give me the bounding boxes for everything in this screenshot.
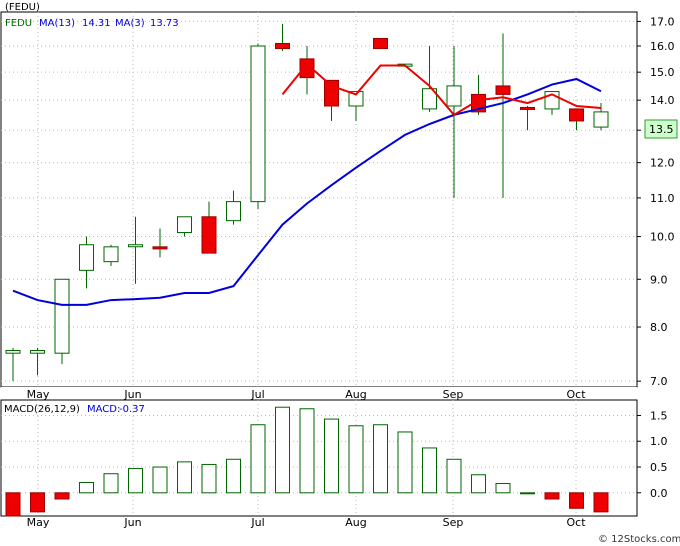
price-tick-label: 14.0	[650, 94, 675, 107]
price-tick-label: 17.0	[650, 15, 675, 28]
ma3-legend-label: MA(3)	[115, 18, 145, 29]
candle-body	[373, 37, 388, 50]
macd-x-axis: May Jun Jul Aug Sep Oct	[27, 516, 587, 529]
price-series	[5, 23, 609, 382]
price-x-tick-label: Oct	[566, 388, 586, 401]
ma13-legend-label: MA(13)	[39, 18, 75, 29]
macd-bar	[177, 461, 192, 494]
macd-x-tick-label: Jul	[250, 516, 264, 529]
price-tick-label: 15.0	[650, 66, 675, 79]
candle-body	[103, 246, 119, 263]
price-x-tick-label: Jun	[123, 388, 141, 401]
price-tick-label: 7.0	[650, 375, 668, 388]
candle-body	[30, 350, 45, 354]
macd-bar	[201, 463, 217, 494]
ma3-line	[281, 62, 602, 117]
macd-bar	[324, 418, 339, 494]
macd-bar	[54, 492, 70, 500]
ma3-legend-value: 13.73	[150, 18, 179, 29]
x-axis-band	[1, 387, 637, 401]
macd-x-tick-label: May	[27, 516, 50, 529]
macd-bar	[79, 481, 94, 494]
candle-body	[201, 216, 217, 254]
macd-bar	[226, 458, 241, 494]
macd-bar	[569, 492, 584, 509]
price-tick-label: 10.0	[650, 231, 675, 244]
macd-legend-label: MACD(26,12,9)	[4, 404, 80, 415]
macd-legend-macd-value: -0.37	[119, 404, 145, 415]
candle-body	[299, 58, 315, 79]
macd-bar	[103, 473, 119, 494]
macd-y-axis: 1.5 1.0 0.5 0.0	[637, 409, 668, 500]
macd-bar	[422, 447, 437, 494]
price-x-tick-label: Jul	[250, 388, 264, 401]
candle-body	[593, 111, 609, 128]
macd-bar	[348, 425, 364, 494]
price-tick-label: 11.0	[650, 192, 675, 205]
macd-bar	[471, 474, 486, 494]
ma13-line	[12, 77, 602, 306]
candle-body	[128, 244, 143, 248]
macd-legend-macd-label: MACD:	[87, 404, 120, 415]
candle-body	[79, 244, 94, 271]
ma13-legend-value: 14.31	[82, 18, 111, 29]
macd-bar	[5, 492, 21, 517]
last-price-label: 13.5	[649, 123, 674, 136]
macd-bar	[495, 483, 511, 494]
macd-bar	[520, 492, 535, 495]
price-x-axis: May Jun Jul Aug Sep Oct	[27, 388, 587, 401]
candle-body	[250, 45, 266, 203]
macd-tick-label: 1.0	[650, 435, 668, 448]
candle-body	[5, 350, 21, 354]
candle-body	[54, 278, 70, 354]
macd-bar	[446, 458, 462, 494]
price-x-tick-label: Aug	[345, 388, 366, 401]
macd-bar	[250, 424, 266, 494]
candle-body	[520, 106, 535, 110]
price-x-tick-label: Sep	[443, 388, 464, 401]
macd-tick-label: 0.5	[650, 461, 668, 474]
macd-x-tick-label: Oct	[566, 516, 586, 529]
macd-bar	[30, 492, 45, 513]
price-tick-label: 16.0	[650, 40, 675, 53]
candle-body	[177, 216, 192, 234]
candle-body	[324, 79, 339, 107]
candle-body	[226, 201, 241, 222]
watermark: © 12Stocks.com	[598, 534, 680, 545]
macd-bar	[128, 468, 143, 494]
macd-bar	[299, 408, 315, 494]
macd-bar	[152, 466, 168, 494]
price-tick-label: 8.0	[650, 321, 668, 334]
candle-body	[569, 108, 584, 122]
macd-bar	[593, 492, 609, 513]
macd-tick-label: 1.5	[650, 409, 668, 422]
macd-tick-label: 0.0	[650, 487, 668, 500]
macd-x-tick-label: Sep	[443, 516, 464, 529]
price-gridlines	[1, 12, 637, 387]
macd-panel-frame	[0, 399, 638, 517]
macd-bar	[544, 492, 560, 500]
candle-body	[152, 246, 168, 250]
price-x-tick-label: May	[27, 388, 50, 401]
macd-bar	[275, 406, 290, 494]
macd-bar	[397, 431, 413, 494]
ticker-symbol: (FEDU)	[5, 2, 40, 13]
price-tick-label: 9.0	[650, 273, 668, 286]
macd-histogram	[5, 406, 609, 517]
macd-bar	[373, 424, 388, 494]
macd-x-tick-label: Jun	[123, 516, 141, 529]
last-price-badge	[644, 119, 678, 139]
price-tick-label: 12.0	[650, 157, 675, 170]
candle-body	[422, 88, 437, 110]
candle-body	[446, 85, 462, 107]
candle-body	[495, 85, 511, 95]
price-panel-ticker: FEDU	[5, 18, 32, 29]
candle-body	[275, 42, 290, 50]
candle-body	[348, 91, 364, 107]
macd-x-tick-label: Aug	[345, 516, 366, 529]
